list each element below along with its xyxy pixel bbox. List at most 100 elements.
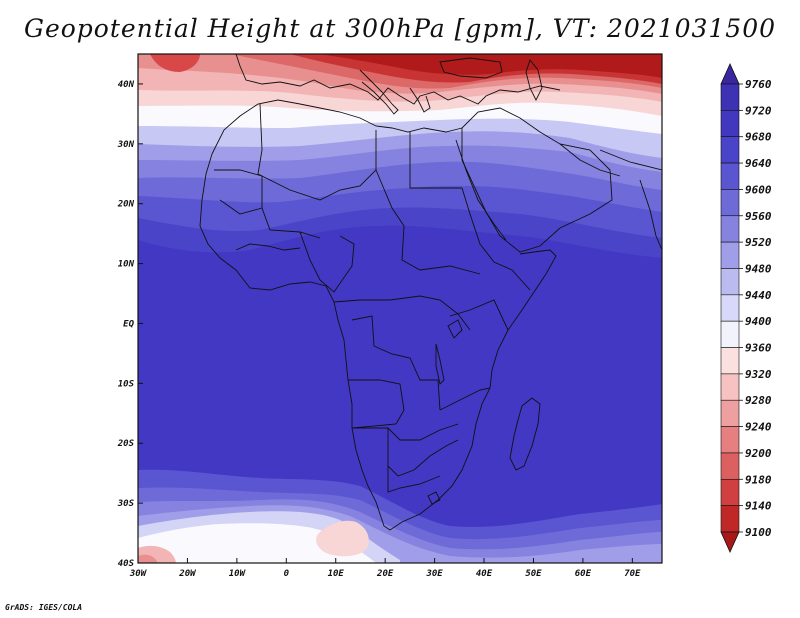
colorbar-segment	[720, 347, 740, 375]
latitude-axis: 40N 30N 20N 10N EQ 10S 20S 30S 40S	[117, 80, 143, 569]
colorbar-segment	[720, 478, 740, 506]
border-chad-sudan	[375, 169, 481, 275]
lat-tick-label: 40S	[118, 559, 135, 569]
colorbar-label: 9200	[745, 447, 772, 460]
colorbar-label: 9320	[745, 368, 772, 381]
colorbar-label: 9680	[745, 131, 772, 144]
border-east-2	[439, 387, 491, 411]
border-south-3	[387, 466, 441, 493]
border-south-1	[352, 423, 459, 441]
europe-coast	[235, 54, 561, 105]
lake-tanganyika	[435, 343, 445, 385]
colorbar-label: 9360	[745, 342, 772, 355]
lat-tick-label: 20S	[117, 439, 135, 449]
madagascar	[509, 397, 541, 471]
colorbar-bottom-arrow	[720, 531, 740, 553]
colorbar-segment	[720, 426, 740, 454]
colorbar-label: 9280	[745, 394, 772, 407]
arabia	[461, 107, 613, 253]
border-egypt-libya	[409, 132, 462, 189]
colorbar-label: 9640	[745, 157, 772, 170]
colorbar-label: 9520	[745, 236, 772, 249]
border-congo	[351, 315, 441, 411]
red-sea-west-coast	[455, 139, 507, 241]
map-frame	[137, 53, 663, 564]
lon-tick-label: 10W	[229, 569, 247, 579]
greece	[409, 87, 431, 113]
lon-tick-label: 30E	[425, 569, 443, 579]
west-africa-coast	[199, 153, 557, 531]
chart-title: Geopotential Height at 300hPa [gpm], VT:…	[23, 14, 777, 43]
colorbar-segment	[720, 320, 740, 348]
band-9120	[320, 54, 662, 78]
nw-red-patch	[150, 54, 200, 72]
colorbar-segment	[720, 399, 740, 427]
colorbar-segment	[720, 83, 740, 111]
colorbar-label: 9180	[745, 473, 772, 486]
colorbar-label: 9600	[745, 183, 772, 196]
lon-tick-label: 20W	[178, 569, 197, 579]
lon-tick-label: 10E	[328, 569, 345, 579]
colorbar-segment	[720, 268, 740, 296]
persian-gulf	[559, 143, 621, 177]
colorbar-segment	[720, 294, 740, 322]
north-africa-coast	[211, 99, 463, 155]
border-nigeria	[299, 231, 355, 293]
sw-red-patch	[138, 554, 158, 563]
lon-tick-label: 20E	[376, 569, 394, 579]
italy	[359, 69, 399, 115]
colorbar-segment	[720, 162, 740, 190]
border-west-small	[235, 243, 301, 251]
lat-tick-label: 40N	[118, 80, 135, 90]
colorbar-segment	[720, 110, 740, 138]
colorbar-segment	[720, 373, 740, 401]
border-sahara-1	[257, 103, 377, 201]
colorbar-label: 9240	[745, 421, 772, 434]
colorbar-segment	[720, 136, 740, 164]
lon-tick-label: 40E	[476, 569, 493, 579]
lon-tick-label: 50E	[525, 569, 542, 579]
colorbar-label: 9480	[745, 262, 772, 275]
colorbar-label: 9400	[745, 315, 772, 328]
caspian	[525, 59, 543, 102]
lon-tick-label: 60E	[575, 569, 592, 579]
lat-tick-label: 20N	[117, 200, 135, 210]
lat-tick-label: 30S	[117, 499, 135, 509]
india-coast	[639, 179, 662, 251]
lat-tick-label: 10N	[118, 260, 135, 270]
colorbar-label: 9720	[745, 104, 772, 117]
colorbar-top-arrow	[720, 63, 740, 85]
lat-tick-label: 10S	[118, 379, 135, 389]
height-field	[138, 54, 662, 563]
credit-text: GrADS: IGES/COLA	[5, 603, 83, 612]
border-mali	[219, 199, 263, 215]
colorbar-label: 9440	[745, 289, 772, 302]
colorbar: 9100 9140 9180 9200 9240 9280 9320 9360 9400 9440…	[720, 63, 772, 553]
colorbar-segment	[720, 452, 740, 480]
border-sudan-ethiopia	[461, 187, 531, 291]
south-band-9400	[138, 523, 376, 563]
south-pink-patch	[316, 520, 369, 557]
lat-tick-label: EQ	[123, 319, 134, 329]
black-sea	[439, 57, 503, 79]
lon-tick-label: 70E	[624, 569, 641, 579]
lat-tick-label: 30N	[117, 140, 135, 150]
iran-coast	[599, 149, 662, 171]
colorbar-segment	[720, 241, 740, 269]
border-angola	[348, 379, 405, 429]
coastlines-and-borders	[199, 54, 662, 531]
colorbar-segment	[720, 505, 740, 533]
lesotho	[427, 491, 441, 505]
colorbar-label: 9100	[745, 526, 772, 539]
colorbar-label: 9760	[745, 78, 772, 91]
border-east-1	[449, 299, 509, 331]
longitude-axis: 30W 20W 10W 0 10E 20E 30E 40E 50E 60E 70E	[129, 558, 641, 579]
lake-victoria	[447, 319, 463, 339]
colorbar-segment	[720, 189, 740, 217]
colorbar-label: 9560	[745, 210, 772, 223]
lon-tick-label: 0	[284, 569, 290, 579]
colorbar-label: 9140	[745, 500, 772, 513]
colorbar-segment	[720, 215, 740, 243]
lon-tick-label: 30W	[129, 569, 148, 579]
